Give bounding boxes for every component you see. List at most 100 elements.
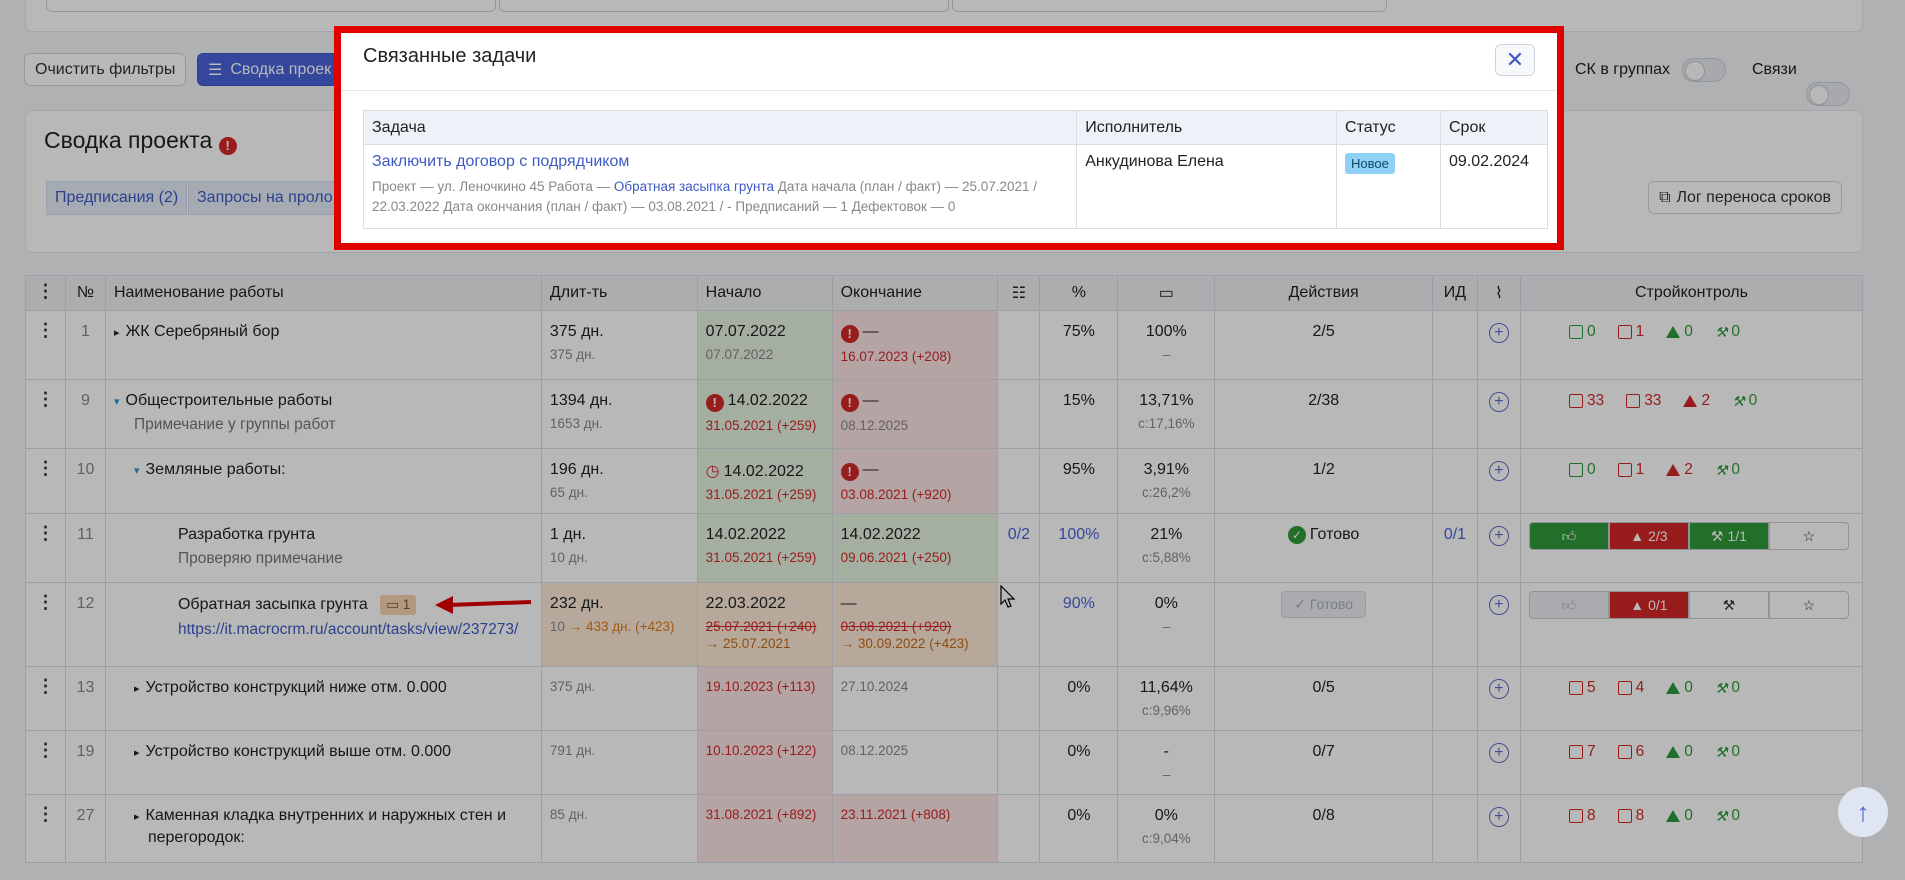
- row-actions-count[interactable]: 2/5: [1214, 310, 1433, 380]
- row-note: Проверяю примечание: [177, 550, 343, 567]
- add-icon[interactable]: +: [1488, 323, 1509, 343]
- row-id-docs[interactable]: 0/1: [1431, 513, 1478, 583]
- project-summary-button[interactable]: ☰ Сводка проек: [197, 53, 347, 86]
- row-weight: 21%: [1150, 526, 1183, 543]
- row-percent: 0%: [1039, 666, 1119, 731]
- table-row[interactable]: ⋮ 12 Обратная засыпка грунта ▭ 1 https:/…: [25, 582, 1864, 667]
- approve-button[interactable]: 👍︎: [1528, 591, 1609, 619]
- clear-filters-button[interactable]: Очистить фильтры: [24, 53, 187, 86]
- filter-field[interactable]: [952, 0, 1387, 12]
- table-row[interactable]: ⋮ 27 ▸ Каменная кладка внутренних и наруж…: [25, 794, 1864, 863]
- expand-icon[interactable]: ▸: [113, 327, 120, 339]
- table-row[interactable]: ⋮ 1 ▸ ЖК Серебряный бор 375 дн. 375 дн. 07…: [25, 310, 1864, 380]
- add-icon[interactable]: +: [1488, 461, 1509, 481]
- expand-icon[interactable]: ▸: [133, 683, 140, 695]
- defects-button[interactable]: ⚒ 1/1: [1688, 522, 1769, 550]
- add-icon[interactable]: +: [1488, 743, 1509, 763]
- table-row[interactable]: ⋮ 9 ▾ Общестроительные работы Примечание у…: [25, 379, 1864, 449]
- table-row[interactable]: ⋮ 10 ▾ Земляные работы: 196 дн. 65 дн. ◷ 14…: [25, 448, 1864, 514]
- hammer-icon: ⚒: [1714, 461, 1728, 478]
- add-icon[interactable]: +: [1488, 679, 1509, 699]
- sk-counters: 8 8 0 ⚒ 0: [1529, 807, 1854, 825]
- deadline-log-button[interactable]: ⧉ Лог переноса сроков: [1648, 181, 1842, 214]
- row-name: Общестроительные работы: [125, 392, 333, 409]
- expand-icon[interactable]: ▸: [133, 811, 140, 823]
- row-weight: 0%: [1154, 595, 1178, 612]
- row-name: Разработка грунта: [177, 526, 316, 543]
- table-row[interactable]: ⋮ 13 ▸ Устройство конструкций ниже отм. 0…: [25, 666, 1864, 731]
- row-actions-count[interactable]: 0/5: [1214, 666, 1433, 731]
- row-duration-sub: 1653 дн.: [549, 416, 603, 431]
- warnings-button[interactable]: ▲ 2/3: [1608, 522, 1689, 550]
- filter-field[interactable]: [499, 0, 949, 12]
- collapse-icon[interactable]: ▾: [133, 465, 140, 477]
- row-menu-icon[interactable]: ⋮: [36, 523, 55, 543]
- row-num: 13: [64, 666, 106, 731]
- expand-icon[interactable]: ▸: [133, 747, 140, 759]
- row-menu-icon[interactable]: ⋮: [36, 740, 55, 760]
- row-menu-icon[interactable]: ⋮: [36, 804, 55, 824]
- row-duration: 196 дн.: [549, 461, 604, 478]
- work-link[interactable]: Обратная засыпка грунта: [613, 179, 774, 194]
- row-percent[interactable]: 90%: [1039, 582, 1119, 667]
- alert-icon: !: [705, 393, 724, 412]
- row-end-sub: 23.11.2021 (+808): [840, 807, 951, 822]
- close-button[interactable]: ✕: [1495, 44, 1535, 76]
- row-menu-icon[interactable]: ⋮: [36, 676, 55, 696]
- row-end: —: [862, 461, 879, 478]
- row-num: 9: [64, 379, 106, 449]
- row-percent: 75%: [1039, 310, 1119, 380]
- row-end-sub: 03.08.2021 (+920): [840, 486, 952, 502]
- add-icon[interactable]: +: [1488, 595, 1509, 615]
- col-status: Статус: [1336, 110, 1441, 145]
- row-start: 14.02.2022: [723, 463, 804, 480]
- add-icon[interactable]: +: [1488, 526, 1509, 546]
- done-button[interactable]: ✓ Готово: [1281, 591, 1367, 618]
- hammer-icon: ⚒: [1714, 743, 1728, 760]
- row-actions-count[interactable]: 0/8: [1214, 794, 1433, 863]
- card-title: Сводка проекта !: [44, 127, 241, 155]
- star-icon: ☆: [1802, 527, 1816, 544]
- alert-icon: !: [840, 324, 859, 343]
- approve-button[interactable]: 👍︎: [1528, 522, 1609, 550]
- sk-groups-toggle[interactable]: [1682, 58, 1726, 82]
- row-end: 14.02.2022: [840, 526, 921, 543]
- collapse-icon[interactable]: ▾: [113, 396, 120, 408]
- filter-field[interactable]: [46, 0, 496, 12]
- row-menu-icon[interactable]: ⋮: [36, 320, 55, 340]
- row-weight: 100%: [1145, 323, 1187, 340]
- col-menu[interactable]: ⋮: [25, 275, 66, 311]
- warning-icon: ▲: [1630, 597, 1645, 613]
- row-menu-icon[interactable]: ⋮: [36, 458, 55, 478]
- add-icon[interactable]: +: [1488, 807, 1509, 827]
- sk-actions: 👍︎ ▲ 0/1 ⚒ ☆: [1528, 591, 1854, 619]
- favorite-button[interactable]: ☆: [1768, 522, 1849, 550]
- mouse-cursor-icon: [1000, 585, 1016, 608]
- external-link-icon: ⧉: [1659, 188, 1671, 206]
- table-row[interactable]: ⋮ 11 Разработка грунта Проверяю примечани…: [25, 513, 1864, 583]
- row-menu-icon[interactable]: ⋮: [36, 592, 55, 612]
- task-link[interactable]: Заключить договор с подрядчиком: [372, 153, 630, 170]
- row-checklist[interactable]: 0/2: [997, 513, 1041, 583]
- row-actions-count[interactable]: 1/2: [1214, 448, 1433, 514]
- add-icon[interactable]: +: [1488, 392, 1509, 412]
- tab-prescriptions[interactable]: Предписания (2): [46, 181, 188, 215]
- executor: Анкудинова Елена: [1076, 144, 1338, 229]
- calendar-stop-icon: [1617, 463, 1632, 477]
- links-toggle[interactable]: [1806, 82, 1850, 106]
- row-percent[interactable]: 100%: [1039, 513, 1119, 583]
- scroll-to-top-button[interactable]: ↑: [1838, 787, 1888, 837]
- warning-icon: [1666, 810, 1681, 822]
- warnings-button[interactable]: ▲ 0/1: [1608, 591, 1689, 619]
- row-start-sub: 10.10.2023 (+122): [705, 743, 817, 758]
- row-menu-icon[interactable]: ⋮: [36, 389, 55, 409]
- linked-tasks-badge[interactable]: ▭ 1: [380, 595, 417, 615]
- row-link[interactable]: https://it.macrocrm.ru/account/tasks/vie…: [177, 621, 519, 638]
- favorite-button[interactable]: ☆: [1768, 591, 1849, 619]
- row-weight: 13,71%: [1139, 392, 1194, 409]
- defects-button[interactable]: ⚒: [1688, 591, 1769, 619]
- thumbs-up-icon: 👍︎: [1561, 596, 1577, 613]
- row-name: ЖК Серебряный бор: [125, 323, 280, 340]
- table-row[interactable]: ⋮ 19 ▸ Устройство конструкций выше отм. 0…: [25, 730, 1864, 795]
- hammer-icon: ⚒: [1714, 323, 1728, 340]
